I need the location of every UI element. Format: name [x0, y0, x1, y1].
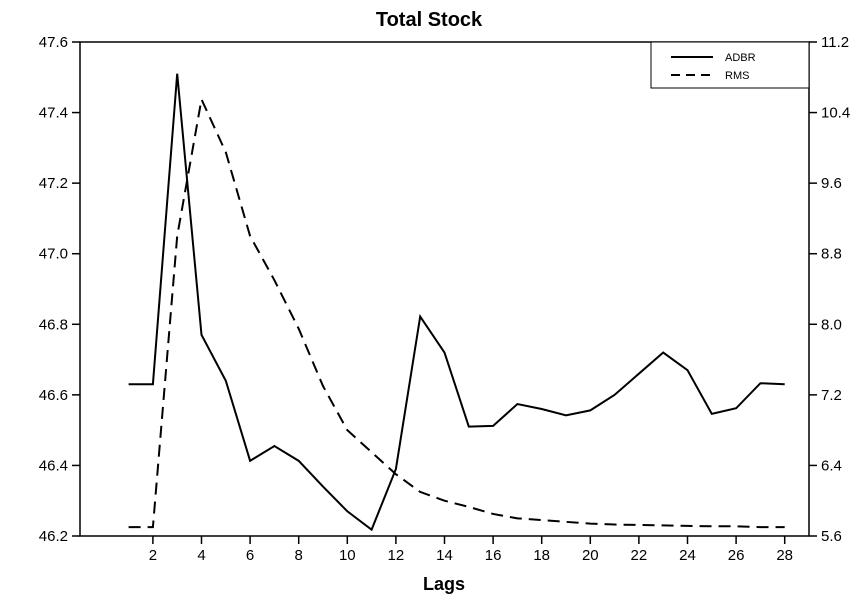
left-y-tick-label: 47.0: [39, 246, 68, 263]
left-y-tick-label: 46.2: [39, 528, 68, 545]
left-y-tick-label: 46.8: [39, 316, 68, 333]
left-y-tick-label: 46.4: [39, 457, 68, 474]
series-layer: [128, 73, 785, 532]
x-tick-label: 10: [339, 547, 356, 564]
x-tick-label: 12: [388, 547, 405, 564]
right-y-axis: 5.6 6.4 7.2 8.0 8.8 9.6 10.4 11.2: [809, 34, 850, 545]
right-y-tick-label: 5.6: [821, 528, 842, 545]
plot-area: [79, 41, 810, 537]
legend-label-rms: RMS: [725, 70, 749, 82]
right-y-tick-label: 8.0: [821, 316, 842, 333]
legend-box: [650, 41, 810, 89]
x-tick-label: 8: [295, 547, 303, 564]
left-y-tick-label: 47.4: [39, 105, 68, 122]
x-tick-label: 4: [197, 547, 205, 564]
right-y-tick-label: 11.2: [821, 34, 849, 51]
x-tick-label: 28: [776, 547, 793, 564]
series-line-rms: [128, 96, 785, 529]
x-tick-label: 20: [582, 547, 599, 564]
legend: ADBR RMS: [650, 41, 810, 89]
x-axis-label: Lags: [423, 574, 465, 594]
x-tick-label: 2: [149, 547, 157, 564]
series-line-adbr: [128, 73, 785, 532]
chart-title: Total Stock: [376, 9, 483, 31]
left-y-tick-label: 47.2: [39, 175, 68, 192]
x-tick-label: 6: [246, 547, 254, 564]
x-tick-label: 16: [485, 547, 502, 564]
x-tick-label: 14: [436, 547, 453, 564]
right-y-tick-label: 10.4: [821, 105, 850, 122]
x-tick-label: 26: [728, 547, 745, 564]
x-tick-label: 18: [533, 547, 550, 564]
right-y-tick-label: 6.4: [821, 457, 842, 474]
left-y-axis: 46.2 46.4 46.6 46.8 47.0 47.2 47.4 47.6: [39, 34, 80, 545]
x-tick-label: 22: [631, 547, 648, 564]
x-axis: 2 4 6 8 10 12 14 16 18 20 22 24 26 28: [149, 536, 793, 564]
right-y-tick-label: 8.8: [821, 246, 842, 263]
right-y-tick-label: 9.6: [821, 175, 842, 192]
legend-label-adbr: ADBR: [725, 52, 756, 64]
x-tick-label: 24: [679, 547, 696, 564]
left-y-tick-label: 46.6: [39, 387, 68, 404]
left-y-tick-label: 47.6: [39, 34, 68, 51]
right-y-tick-label: 7.2: [821, 387, 842, 404]
